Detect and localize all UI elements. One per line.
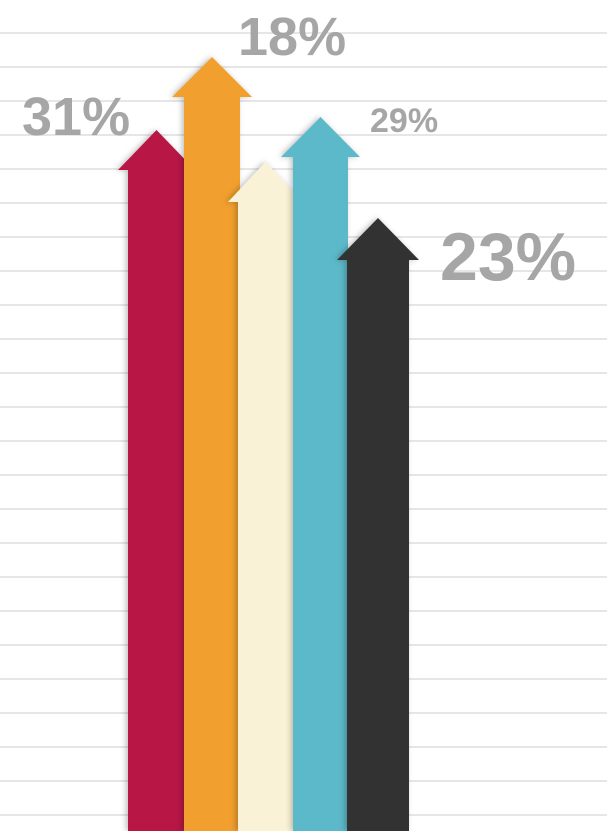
percent-labels: 31% 18% 29% 23% bbox=[22, 7, 576, 295]
arrow-bar-3 bbox=[228, 162, 303, 831]
arrow-bar-1 bbox=[118, 130, 195, 831]
arrow-series bbox=[118, 57, 419, 831]
percent-label-5: 23% bbox=[440, 219, 576, 295]
percent-label-4: 29% bbox=[370, 102, 438, 140]
percent-label-2: 18% bbox=[238, 7, 346, 67]
arrow-bar-5 bbox=[337, 218, 419, 831]
percent-label-1: 31% bbox=[22, 87, 130, 147]
arrow-bar-2 bbox=[172, 57, 252, 831]
arrow-bar-4 bbox=[281, 117, 360, 831]
